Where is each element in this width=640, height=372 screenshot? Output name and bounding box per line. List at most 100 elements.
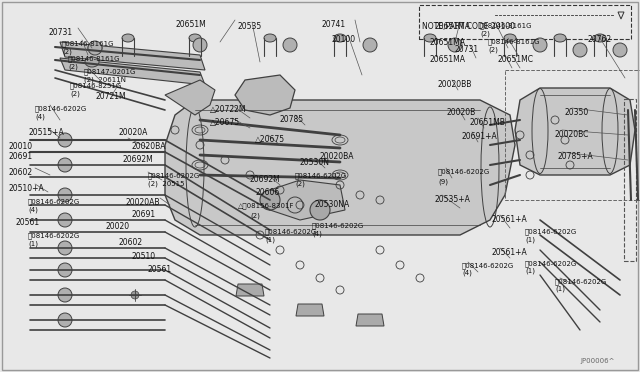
Text: (9): (9) — [438, 178, 448, 185]
Text: (1): (1) — [265, 236, 275, 243]
Text: 20010: 20010 — [8, 142, 32, 151]
Text: 20535+A: 20535+A — [435, 195, 471, 204]
Text: △20675: △20675 — [255, 135, 285, 144]
Text: Ⓑ08146-6202G: Ⓑ08146-6202G — [525, 260, 577, 267]
Text: Ⓑ08146-6202G: Ⓑ08146-6202G — [312, 222, 364, 229]
Text: 20651MB: 20651MB — [470, 118, 506, 127]
Text: 20020: 20020 — [105, 222, 129, 231]
Text: △20722M: △20722M — [210, 105, 246, 114]
Text: (1): (1) — [525, 236, 535, 243]
Text: (2)  20611N: (2) 20611N — [84, 76, 126, 83]
Text: Ⓑ08146-8161G: Ⓑ08146-8161G — [488, 38, 541, 45]
Text: (2): (2) — [68, 63, 78, 70]
Text: 20602: 20602 — [8, 168, 32, 177]
Ellipse shape — [554, 34, 566, 42]
Text: Ⓑ08146-8161G: Ⓑ08146-8161G — [62, 40, 115, 46]
Text: (2): (2) — [62, 48, 72, 55]
Text: Ⓑ08146-8251G: Ⓑ08146-8251G — [70, 82, 122, 89]
Text: 20020BA: 20020BA — [132, 142, 166, 151]
Polygon shape — [165, 100, 515, 235]
Text: 20651MA: 20651MA — [430, 38, 466, 47]
Text: Ⓑ08146-8161G: Ⓑ08146-8161G — [68, 55, 120, 62]
Text: 20535: 20535 — [238, 22, 262, 31]
Ellipse shape — [363, 38, 377, 52]
Polygon shape — [236, 284, 264, 296]
Ellipse shape — [58, 213, 72, 227]
Text: 20651M: 20651M — [175, 20, 205, 29]
Text: 20561: 20561 — [15, 218, 39, 227]
Text: 20651MA: 20651MA — [435, 22, 471, 31]
Text: 20020BA: 20020BA — [320, 152, 355, 161]
Ellipse shape — [58, 133, 72, 147]
Text: 20020BC: 20020BC — [555, 130, 589, 139]
Ellipse shape — [58, 188, 72, 202]
Text: 20510: 20510 — [132, 252, 156, 261]
Text: 20561+A: 20561+A — [492, 248, 528, 257]
Text: 20020A: 20020A — [118, 128, 147, 137]
Ellipse shape — [573, 43, 587, 57]
Text: 20020B: 20020B — [447, 108, 476, 117]
Text: 20785+A: 20785+A — [558, 152, 594, 161]
Text: 20731: 20731 — [455, 45, 479, 54]
Ellipse shape — [260, 190, 280, 210]
Text: 20692M: 20692M — [250, 175, 281, 184]
Polygon shape — [165, 80, 215, 115]
Text: (4): (4) — [35, 113, 45, 119]
Text: Ⓑ08146-6202G: Ⓑ08146-6202G — [28, 232, 80, 238]
Ellipse shape — [189, 34, 201, 42]
Text: 20651MC: 20651MC — [498, 55, 534, 64]
Ellipse shape — [283, 38, 297, 52]
Text: 20762: 20762 — [588, 35, 612, 44]
Text: 20020BB: 20020BB — [438, 80, 472, 89]
Text: 20606: 20606 — [255, 188, 279, 197]
Ellipse shape — [334, 34, 346, 42]
Text: (2): (2) — [488, 46, 498, 52]
Ellipse shape — [533, 38, 547, 52]
Ellipse shape — [58, 158, 72, 172]
Text: 20691: 20691 — [132, 210, 156, 219]
Ellipse shape — [58, 288, 72, 302]
Ellipse shape — [448, 38, 462, 52]
Text: 20731: 20731 — [48, 28, 72, 37]
Text: △Ⓑ08156-8301F: △Ⓑ08156-8301F — [238, 202, 294, 209]
Text: (2)  20515: (2) 20515 — [148, 180, 184, 186]
Ellipse shape — [122, 34, 134, 42]
Text: (1): (1) — [555, 286, 565, 292]
Polygon shape — [515, 88, 635, 175]
Ellipse shape — [424, 34, 436, 42]
Ellipse shape — [504, 34, 516, 42]
Text: 20602: 20602 — [118, 238, 142, 247]
Text: 20530N: 20530N — [300, 158, 330, 167]
Text: Ⓑ08146-6202G: Ⓑ08146-6202G — [295, 172, 348, 179]
Text: Ⓑ08146-6202G: Ⓑ08146-6202G — [438, 168, 490, 174]
Text: Ⓑ08146-6202G: Ⓑ08146-6202G — [35, 105, 87, 112]
Text: 20692M: 20692M — [122, 155, 153, 164]
Text: (2): (2) — [295, 180, 305, 186]
Text: Ⓑ08146-6202G: Ⓑ08146-6202G — [265, 228, 317, 235]
Ellipse shape — [264, 34, 276, 42]
Ellipse shape — [58, 263, 72, 277]
Polygon shape — [60, 42, 205, 70]
Text: 20741: 20741 — [322, 20, 346, 29]
Text: 20510+A: 20510+A — [8, 184, 44, 193]
Text: 20691: 20691 — [8, 152, 32, 161]
Text: 20721M: 20721M — [95, 92, 125, 101]
Ellipse shape — [594, 34, 606, 42]
Polygon shape — [296, 304, 324, 316]
Text: (2): (2) — [480, 30, 490, 36]
Text: NOTE;PART CODE 20100: NOTE;PART CODE 20100 — [422, 22, 515, 31]
Polygon shape — [60, 58, 205, 85]
Ellipse shape — [58, 313, 72, 327]
Text: JP00006^: JP00006^ — [580, 358, 614, 364]
Text: (1): (1) — [525, 268, 535, 275]
Ellipse shape — [85, 57, 99, 67]
Text: 20651MA: 20651MA — [430, 55, 466, 64]
Ellipse shape — [88, 41, 102, 55]
Polygon shape — [270, 180, 345, 220]
Text: 20561+A: 20561+A — [492, 215, 528, 224]
Text: Ⓑ08146-6202G: Ⓑ08146-6202G — [555, 278, 607, 285]
Text: (2): (2) — [250, 212, 260, 218]
Ellipse shape — [310, 200, 330, 220]
Text: 20515+A: 20515+A — [28, 128, 64, 137]
Text: Ⓑ08146-6202G: Ⓑ08146-6202G — [462, 262, 515, 269]
